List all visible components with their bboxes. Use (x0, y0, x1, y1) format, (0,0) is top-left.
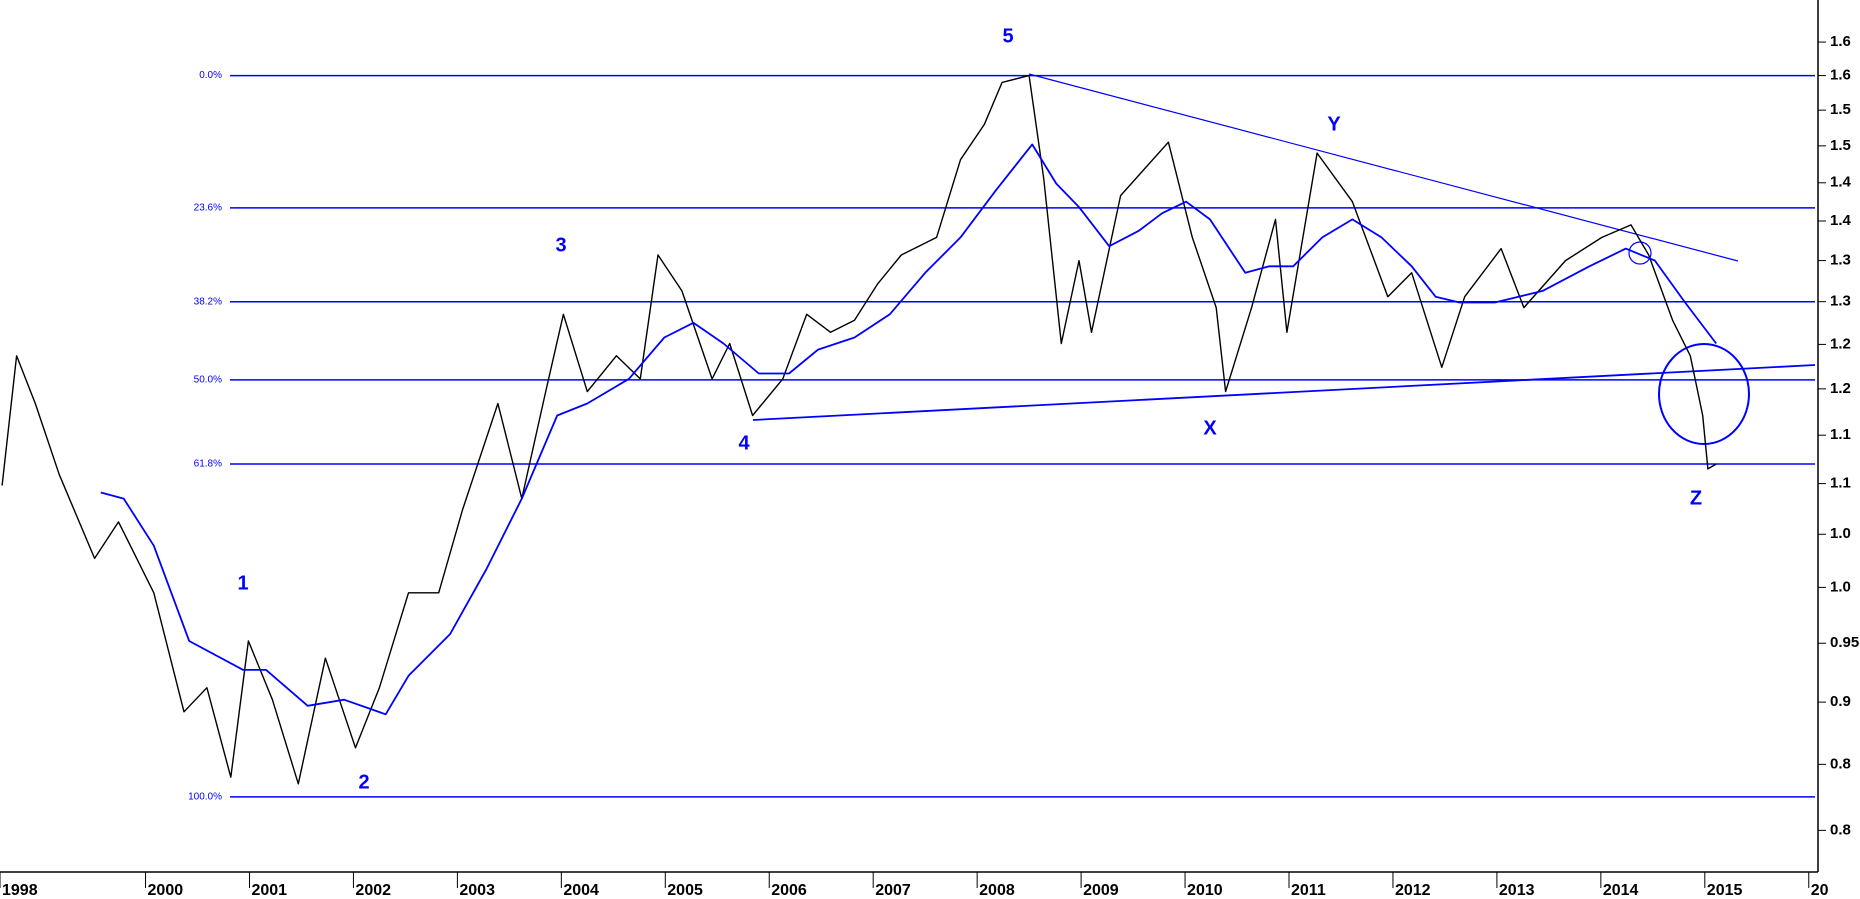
y-tick-label: 1.6 (1830, 33, 1851, 50)
x-tick-label: 2002 (355, 882, 391, 899)
fib-label: 23.6% (194, 202, 222, 213)
y-tick-label: 1.0 (1830, 578, 1851, 595)
y-tick-label: 1.6 (1830, 67, 1851, 84)
wave-label: X (1203, 417, 1217, 439)
wave-label: 1 (237, 572, 248, 594)
highlight-circle (1658, 343, 1750, 445)
x-tick-label: 20 (1811, 882, 1829, 899)
x-tick-label: 2014 (1603, 882, 1639, 899)
x-tick-label: 2009 (1083, 882, 1119, 899)
x-tick-label: 2008 (979, 882, 1015, 899)
wave-label: 2 (358, 771, 369, 793)
y-tick-label: 1.1 (1830, 475, 1851, 492)
x-tick-label: 1998 (2, 882, 38, 899)
y-tick-label: 1.0 (1830, 525, 1851, 542)
wave-label: Y (1327, 113, 1341, 135)
x-tick-label: 2000 (148, 882, 184, 899)
x-tick-label: 2006 (771, 882, 807, 899)
moving-average (100, 143, 1717, 716)
y-tick-label: 1.2 (1830, 380, 1851, 397)
price-line (1, 74, 1717, 785)
x-tick-label: 2004 (563, 882, 599, 899)
x-tick-label: 2011 (1291, 882, 1326, 899)
fib-label: 0.0% (199, 70, 222, 81)
fib-label: 100.0% (188, 792, 222, 803)
x-tick-label: 2012 (1395, 882, 1431, 899)
y-tick-label: 1.5 (1830, 101, 1851, 118)
x-tick-label: 2005 (667, 882, 703, 899)
y-tick-label: 0.9 (1830, 693, 1851, 710)
trend-line (752, 364, 1816, 421)
y-tick-label: 1.4 (1830, 174, 1852, 191)
x-tick-label: 2010 (1187, 882, 1223, 899)
y-tick-label: 0.8 (1830, 821, 1851, 838)
y-tick-label: 1.3 (1830, 293, 1851, 310)
y-tick-label: 1.2 (1830, 335, 1851, 352)
fib-label: 50.0% (194, 374, 222, 385)
x-tick-label: 2013 (1499, 882, 1535, 899)
x-tick-label: 2001 (251, 882, 287, 899)
y-tick-label: 1.4 (1830, 212, 1852, 229)
wave-label: 4 (738, 432, 750, 454)
x-tick-label: 2007 (875, 882, 911, 899)
fib-label: 61.8% (194, 459, 222, 470)
highlight-circle (1628, 241, 1652, 265)
y-tick-label: 1.1 (1830, 426, 1851, 443)
y-tick-label: 1.3 (1830, 252, 1851, 269)
y-tick-label: 0.95 (1830, 634, 1859, 651)
wave-label: 3 (555, 234, 566, 256)
x-tick-label: 2015 (1707, 882, 1743, 899)
x-tick-label: 2003 (459, 882, 495, 899)
wave-label: Z (1690, 487, 1702, 509)
y-tick-label: 0.8 (1830, 755, 1851, 772)
fib-label: 38.2% (194, 296, 222, 307)
wave-label: 5 (1002, 25, 1013, 47)
plot-area (230, 74, 1815, 798)
y-tick-label: 1.5 (1830, 137, 1851, 154)
